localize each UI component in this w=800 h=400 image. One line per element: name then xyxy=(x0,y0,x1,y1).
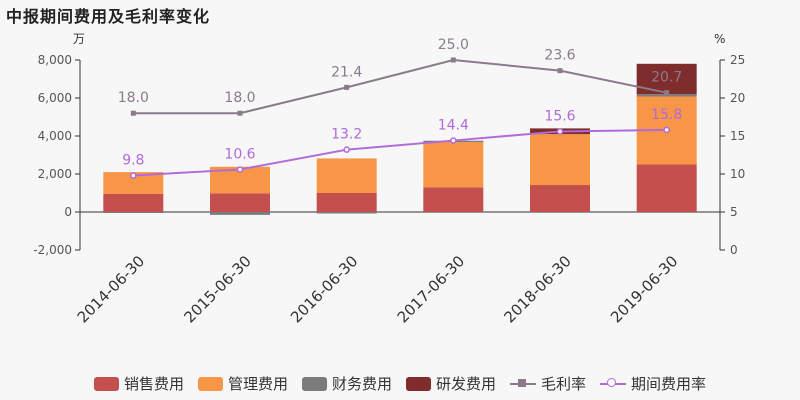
data-label: 18.0 xyxy=(224,90,255,106)
x-tick-label: 2015-06-30 xyxy=(180,252,254,326)
bar-segment xyxy=(103,172,164,194)
left-axis-unit: 万 xyxy=(73,32,85,46)
series-line xyxy=(133,58,667,115)
data-label: 25.0 xyxy=(438,37,469,53)
left-tick-label: 2,000 xyxy=(38,167,72,181)
legend-line-marker xyxy=(600,377,627,391)
x-tick-labels: 2014-06-30 2015-06-30 2016-06-30 2017-06-30… xyxy=(74,252,682,326)
data-label: 13.2 xyxy=(331,127,362,143)
x-tick-label: 2014-06-30 xyxy=(74,252,148,326)
x-tick-label: 2016-06-30 xyxy=(287,252,361,326)
data-point xyxy=(236,166,244,173)
legend-swatch xyxy=(197,376,223,391)
right-tick-label: 25 xyxy=(730,53,745,67)
legend-label: 研发费用 xyxy=(436,375,497,393)
legend-line-marker xyxy=(510,377,537,391)
x-tick-label: 2019-06-30 xyxy=(607,252,681,326)
right-tick-label: 15 xyxy=(730,129,745,143)
legend-label: 财务费用 xyxy=(331,375,392,393)
right-axis-unit: % xyxy=(714,32,725,46)
data-label: 15.6 xyxy=(544,108,575,124)
chart-title: 中报期间费用及毛利率变化 xyxy=(6,7,211,26)
data-point xyxy=(130,172,137,179)
right-tick-label: 5 xyxy=(730,205,738,219)
data-point xyxy=(344,84,350,90)
legend-swatch xyxy=(406,376,431,391)
data-label: 10.6 xyxy=(224,146,255,162)
bar-segment xyxy=(636,164,697,212)
data-label: 9.8 xyxy=(122,153,144,169)
data-label: 15.8 xyxy=(651,107,682,123)
legend-item[interactable]: 研发费用 xyxy=(406,373,496,394)
legend-label: 销售费用 xyxy=(123,375,184,393)
data-point xyxy=(663,126,670,134)
right-tick-label: 20 xyxy=(730,91,745,105)
left-tick-label: 6,000 xyxy=(38,91,72,105)
legend-swatch xyxy=(93,376,119,391)
legend-item[interactable]: 期间费用率 xyxy=(600,373,706,394)
legend-item[interactable]: 管理费用 xyxy=(197,373,288,394)
legend-label: 期间费用率 xyxy=(631,375,707,393)
right-tick-label: 10 xyxy=(730,167,745,181)
legend-label: 毛利率 xyxy=(541,375,587,393)
bar-segment xyxy=(210,212,270,215)
left-tick-label: 8,000 xyxy=(38,53,72,67)
bar-segment xyxy=(636,94,697,97)
bar-segment xyxy=(316,212,377,214)
x-tick-label: 2017-06-30 xyxy=(394,252,468,326)
bars xyxy=(103,63,697,215)
bar-segment xyxy=(103,193,164,212)
legend-label: 管理费用 xyxy=(227,375,288,393)
bar-segment xyxy=(316,193,377,212)
data-point xyxy=(556,128,564,135)
left-tick-label: 0 xyxy=(64,205,72,219)
data-point xyxy=(450,137,457,144)
bar-segment xyxy=(423,142,484,188)
legend-item[interactable]: 销售费用 xyxy=(93,373,184,394)
legend-item[interactable]: 财务费用 xyxy=(301,373,392,394)
lines: 18.0 18.0 21.4 25.0 23.6 20.7 9.8 10.6 13.2 14.4 1… xyxy=(118,37,682,179)
bar-segment xyxy=(423,187,484,212)
data-point xyxy=(450,57,456,63)
x-tick-label: 2018-06-30 xyxy=(500,252,574,326)
left-tick-label: 4,000 xyxy=(38,129,72,143)
bar-segment xyxy=(210,193,270,212)
legend: 销售费用 管理费用 财务费用 研发费用 毛利率 期间费用率 xyxy=(0,373,800,394)
data-label: 23.6 xyxy=(544,48,575,64)
bar-segment xyxy=(530,134,590,186)
data-label: 20.7 xyxy=(651,70,682,86)
bar-segment xyxy=(530,185,590,212)
data-label: 18.0 xyxy=(118,90,149,106)
legend-item[interactable]: 毛利率 xyxy=(510,373,586,394)
data-point xyxy=(557,68,563,74)
data-point xyxy=(343,146,350,153)
left-tick-label: -2,000 xyxy=(33,243,72,257)
data-point xyxy=(664,90,670,96)
right-tick-label: 0 xyxy=(730,243,738,257)
data-label: 14.4 xyxy=(438,118,469,134)
bar-segment xyxy=(103,212,164,213)
legend-swatch xyxy=(301,376,327,391)
bar-segment xyxy=(316,158,377,193)
series-line xyxy=(133,128,667,177)
chart-canvas: 万 % -2,000 0 2,000 4,000 6,000 8,000 0 5 10 15 20 2… xyxy=(33,32,745,326)
data-point xyxy=(130,110,136,116)
data-point xyxy=(237,110,243,116)
axes: -2,000 0 2,000 4,000 6,000 8,000 0 5 10 15 20 25 xyxy=(33,53,745,257)
data-label: 21.4 xyxy=(331,64,362,80)
